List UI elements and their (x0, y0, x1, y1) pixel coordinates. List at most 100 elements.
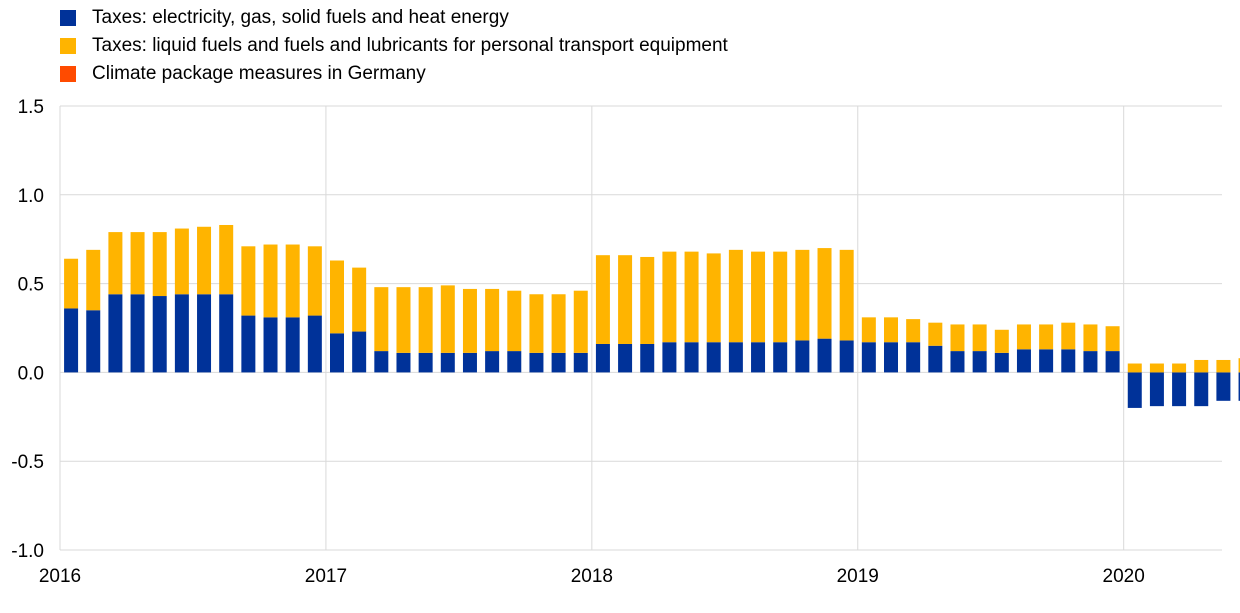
bar-segment-series-2 (1127, 363, 1142, 373)
y-tick-label: 0.0 (18, 363, 44, 384)
chart-legend: Taxes: electricity, gas, solid fuels and… (60, 4, 728, 88)
bar-segment-series-1 (618, 343, 633, 373)
bar-segment-series-1 (994, 352, 1009, 373)
bar-segment-series-2 (1216, 359, 1231, 373)
bar-segment-series-2 (728, 249, 743, 343)
bar-segment-series-2 (307, 246, 322, 316)
bar-segment-series-2 (485, 288, 500, 352)
bar-segment-series-2 (551, 294, 566, 353)
bar-segment-series-2 (440, 285, 455, 353)
bar-segment-series-2 (906, 319, 921, 343)
bar-segment-series-1 (640, 343, 655, 373)
bar-segment-series-1 (773, 342, 788, 373)
legend-label-liquid-fuels: Taxes: liquid fuels and fuels and lubric… (92, 35, 728, 56)
bar-segment-series-1 (108, 294, 123, 373)
bar-segment-series-2 (1016, 324, 1031, 350)
bar-segment-series-1 (1061, 349, 1076, 373)
y-tick-label: -0.5 (11, 452, 44, 473)
legend-item-climate-package: Climate package measures in Germany (60, 60, 728, 88)
bar-segment-series-2 (130, 232, 145, 295)
bar-segment-series-1 (928, 345, 943, 373)
bar-segment-series-2 (662, 251, 677, 343)
bar-segment-series-1 (817, 338, 832, 373)
bar-segment-series-1 (86, 310, 101, 373)
bar-segment-series-1 (595, 343, 610, 373)
x-tick-label: 2019 (837, 566, 879, 587)
bar-segment-series-2 (1105, 326, 1120, 352)
bar-segment-series-2 (1172, 363, 1187, 373)
bar-segment-series-1 (684, 342, 699, 373)
bar-segment-series-1 (396, 352, 411, 373)
bar-segment-series-2 (174, 228, 189, 295)
legend-label-climate-package: Climate package measures in Germany (92, 63, 426, 84)
bar-segment-series-1 (1105, 351, 1120, 373)
bar-segment-series-2 (418, 287, 433, 353)
bar-segment-series-1 (507, 351, 522, 373)
bar-marks (64, 224, 1240, 408)
bar-segment-series-1 (152, 296, 167, 373)
bar-segment-series-1 (906, 342, 921, 373)
bar-segment-series-1 (662, 342, 677, 373)
x-tick-label: 2018 (571, 566, 613, 587)
bar-segment-series-2 (839, 249, 854, 341)
bar-segment-series-1 (839, 340, 854, 373)
bar-segment-series-2 (241, 246, 256, 316)
bar-segment-series-1 (374, 351, 389, 373)
bar-segment-series-2 (972, 324, 987, 352)
bar-segment-series-1 (1016, 349, 1031, 373)
y-tick-label: 1.5 (18, 97, 44, 118)
bar-segment-series-1 (352, 331, 367, 373)
bar-segment-series-2 (1083, 324, 1098, 352)
bar-segment-series-2 (197, 226, 212, 295)
bar-segment-series-2 (640, 256, 655, 344)
bar-segment-series-2 (1039, 324, 1054, 350)
bar-segment-series-1 (219, 294, 234, 373)
bar-segment-series-1 (1172, 372, 1187, 407)
bar-segment-series-1 (1238, 372, 1240, 401)
bar-segment-series-1 (130, 294, 145, 373)
bar-segment-series-1 (263, 317, 278, 373)
bar-segment-series-1 (1216, 372, 1231, 401)
legend-swatch-climate-package (60, 66, 76, 82)
bar-segment-series-2 (86, 249, 101, 311)
bar-segment-series-2 (950, 324, 965, 352)
bar-segment-series-1 (529, 352, 544, 373)
bar-segment-series-2 (330, 260, 344, 334)
bar-segment-series-2 (352, 267, 367, 332)
bar-segment-series-1 (1149, 372, 1164, 407)
bar-segment-series-1 (728, 342, 743, 373)
bar-segment-series-2 (751, 251, 766, 343)
bar-segment-series-1 (462, 352, 477, 373)
bar-segment-series-1 (950, 351, 965, 373)
bar-segment-series-2 (219, 224, 234, 295)
legend-swatch-liquid-fuels (60, 38, 76, 54)
bar-segment-series-1 (551, 352, 566, 373)
y-tick-label: -1.0 (11, 541, 44, 562)
bar-segment-series-1 (751, 342, 766, 373)
y-tick-label: 0.5 (18, 275, 44, 296)
bar-segment-series-2 (374, 287, 389, 352)
bar-segment-series-1 (972, 351, 987, 373)
bar-segment-series-1 (330, 333, 344, 373)
bar-segment-series-2 (773, 251, 788, 343)
legend-item-electricity-gas: Taxes: electricity, gas, solid fuels and… (60, 4, 728, 32)
bar-segment-series-2 (1238, 358, 1240, 373)
bar-segment-series-2 (884, 317, 898, 343)
bar-segment-series-1 (1083, 351, 1098, 373)
legend-item-liquid-fuels: Taxes: liquid fuels and fuels and lubric… (60, 32, 728, 60)
legend-swatch-electricity-gas (60, 10, 76, 26)
bar-segment-series-2 (861, 317, 876, 343)
bar-segment-series-2 (263, 244, 278, 318)
bar-segment-series-2 (595, 255, 610, 344)
bar-segment-series-2 (285, 244, 300, 318)
bar-segment-series-1 (418, 352, 433, 373)
axis-labels: 1.5 1.0 0.5 0.0 -0.5 -1.0 2016 2017 2018 2019 2020… (11, 97, 1145, 587)
bar-segment-series-1 (174, 294, 189, 373)
bar-segment-series-2 (64, 258, 79, 309)
bar-segment-series-2 (507, 290, 522, 352)
bar-segment-series-1 (440, 352, 455, 373)
bar-segment-series-2 (529, 294, 544, 353)
x-tick-label: 2020 (1103, 566, 1145, 587)
bar-segment-series-1 (706, 342, 721, 373)
